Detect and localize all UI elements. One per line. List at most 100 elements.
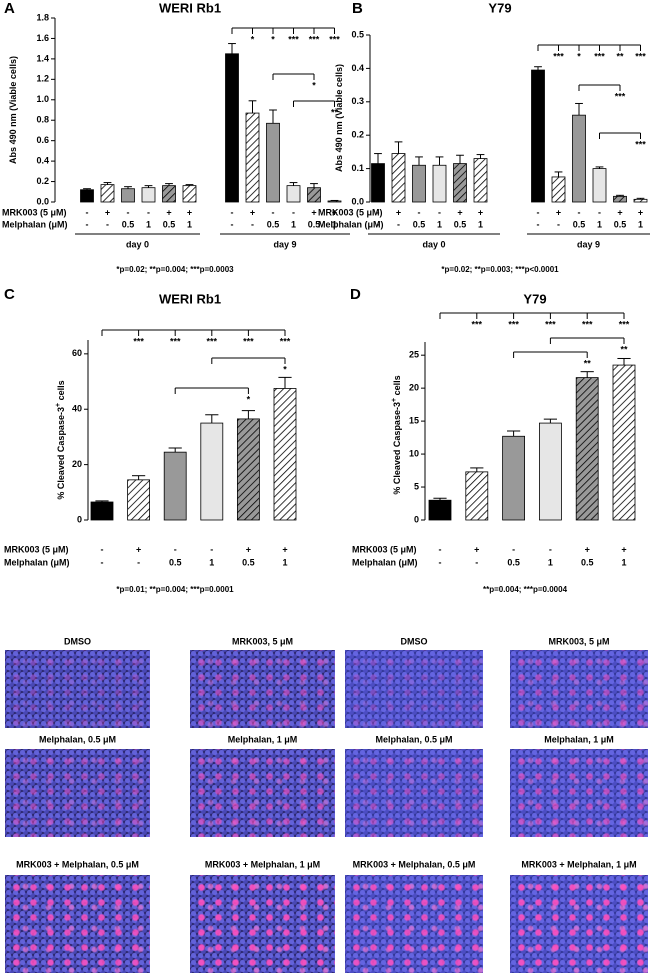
row-value: 1 [548,557,553,567]
row-label: Melphalan (μM) [4,557,70,567]
bar [592,168,607,203]
row-value: 1 [597,219,602,229]
significance: * [251,34,255,44]
y-tick-label: 5 [414,481,419,491]
y-axis-label-text: % Cleaved Caspase-3 [392,402,402,495]
row-value: + [457,207,462,217]
row-value: 1 [282,557,287,567]
micrograph [510,650,648,728]
y-tick-label: 20 [409,383,419,393]
row-value: + [556,207,561,217]
row-value: - [439,544,442,554]
panel-letter: C [4,286,15,303]
bar [80,189,94,203]
micrograph [345,650,483,728]
row-value: + [638,207,643,217]
significance: *** [582,319,593,329]
row-value: - [598,207,601,217]
row-value: 1 [638,219,643,229]
significance: *** [133,336,144,346]
row-value: - [251,219,254,229]
row-value: - [101,557,104,567]
y-axis-label: % Cleaved Caspase-3+ cells [55,380,67,499]
panel-letter: B [352,0,363,17]
bar [141,187,156,203]
bar [432,164,447,203]
row-value: + [621,544,626,554]
bar [90,501,114,521]
row-value: + [250,207,255,217]
y-tick-label: 15 [409,415,419,425]
bar [273,388,297,521]
bar [453,163,467,203]
row-value: - [174,544,177,554]
micrograph [5,650,150,728]
micrograph [5,875,150,973]
y-axis-label: Abs 490 nm (Viable cells) [8,56,18,164]
bar [539,422,562,521]
row-value: - [86,219,89,229]
significance: * [312,80,316,90]
bar [633,198,648,203]
bar [225,53,239,203]
row-value: 0.5 [242,557,255,567]
group-label: day 9 [577,239,600,249]
group-label: day 9 [273,239,296,249]
row-value: 1 [291,219,296,229]
bar [286,185,301,203]
row-value: - [537,219,540,229]
row-value: + [311,207,316,217]
micrograph [345,875,483,973]
row-value: + [478,207,483,217]
bar [266,122,280,203]
micrograph-label: MRK003 + Melphalan, 0.5 μM [16,859,139,869]
row-value: - [549,544,552,554]
y-tick-label: 60 [72,348,82,358]
row-label: MRK003 (5 μM) [4,544,69,554]
y-axis-label-sup: + [55,403,62,407]
bar [613,195,627,203]
micrograph [190,749,335,837]
row-value: + [282,544,287,554]
micrograph-label: DMSO [64,636,91,646]
significance: *** [280,336,291,346]
row-value: - [557,219,560,229]
row-value: - [418,207,421,217]
bar [162,185,176,203]
bar [100,184,115,203]
row-value: - [147,207,150,217]
row-value: 0.5 [573,219,586,229]
significance: *** [288,34,299,44]
y-tick-label: 0 [414,514,419,524]
bar [163,451,187,521]
row-value: 0.5 [507,557,520,567]
y-tick-label: 0.5 [351,29,364,39]
y-axis-label: % Cleaved Caspase-3+ cells [391,375,403,494]
row-label: MRK003 (5 μM) [318,207,383,217]
bar [121,188,135,203]
row-value: + [474,544,479,554]
micrograph [5,749,150,837]
row-value: - [231,207,234,217]
significance: *** [508,319,519,329]
micrograph [345,749,483,837]
bar [412,164,426,203]
row-value: 0.5 [454,219,467,229]
chart-title: WERI Rb1 [159,0,221,15]
bar [371,163,385,203]
significance: *** [472,319,483,329]
significance: *** [329,34,340,44]
bar [245,112,260,203]
chart-title: WERI Rb1 [159,291,221,306]
significance: *** [635,51,646,61]
significance: *** [207,336,218,346]
y-tick-label: 0.4 [351,63,364,73]
row-value: - [86,207,89,217]
row-value: - [377,219,380,229]
row-value: - [272,207,275,217]
bar [182,185,197,203]
row-value: 0.5 [169,557,182,567]
y-tick-label: 40 [72,404,82,414]
